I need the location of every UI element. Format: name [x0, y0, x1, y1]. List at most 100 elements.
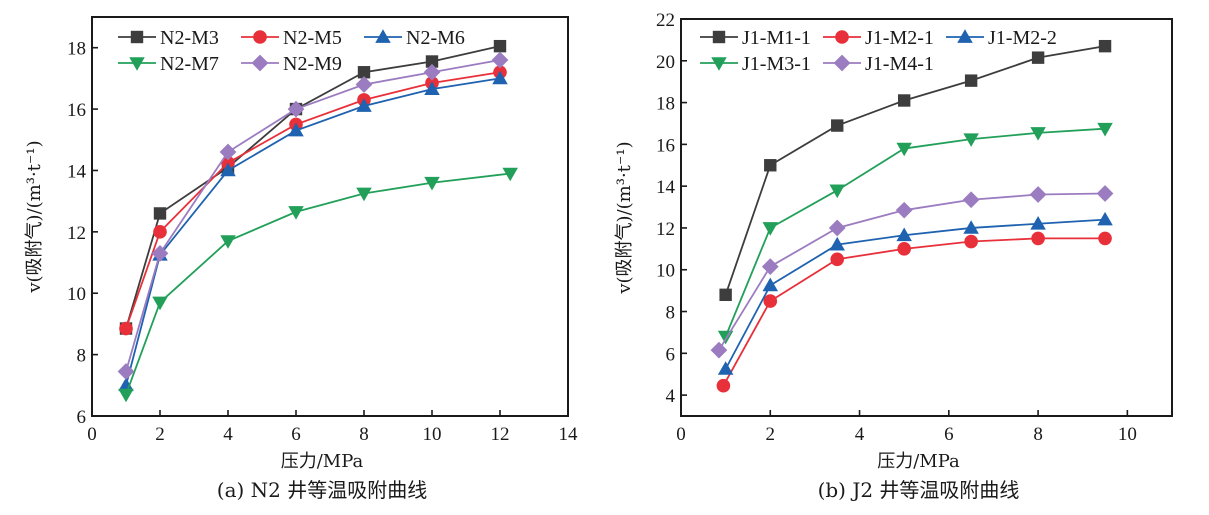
data-point	[963, 133, 979, 147]
data-point	[355, 76, 373, 93]
y-tick-label: 10	[67, 284, 86, 305]
legend-label: J1-M2-1	[865, 27, 934, 49]
data-point	[153, 225, 167, 239]
y-tick-label: 14	[67, 161, 87, 182]
data-point	[219, 143, 237, 161]
x-tick-label: 0	[676, 424, 686, 445]
x-tick-label: 2	[766, 424, 776, 445]
data-point	[492, 70, 508, 85]
legend-item: J1-M3-1	[700, 53, 811, 75]
legend-label: J1-M2-2	[988, 27, 1057, 49]
data-point	[964, 234, 978, 249]
legend-item: J1-M4-1	[823, 53, 934, 75]
data-point	[831, 119, 844, 132]
data-point	[117, 363, 135, 380]
legend-marker	[835, 30, 849, 44]
y-tick-label: 4	[666, 386, 676, 407]
y-tick-label: 6	[77, 407, 87, 428]
data-point	[962, 191, 980, 209]
data-point	[764, 159, 777, 172]
data-point	[761, 258, 779, 275]
y-tick-label: 8	[666, 303, 676, 324]
data-point	[287, 100, 305, 118]
y-tick-label: 18	[67, 39, 86, 60]
data-point	[424, 176, 440, 191]
series-line	[718, 192, 1106, 351]
data-point	[763, 294, 778, 308]
data-point	[829, 184, 845, 199]
data-point	[220, 235, 236, 249]
series-j1-m4-1	[710, 185, 1114, 359]
chart-panel-b: 0 2 4 6 8 10 4 6 8 10 12 14 16 18 20 22 压力/MPa v(吸附气)/(m³…	[614, 10, 1173, 502]
y-tick-label: 20	[656, 52, 675, 73]
data-point	[357, 66, 371, 79]
series-n2-m9	[117, 51, 509, 380]
series-n2-m7	[118, 167, 518, 403]
x-tick-label: 4	[855, 424, 865, 445]
data-point	[153, 207, 167, 220]
data-point	[502, 167, 518, 182]
x-tick-label: 14	[559, 424, 579, 445]
data-point	[493, 39, 507, 53]
data-point	[1030, 127, 1046, 141]
data-point	[1029, 186, 1047, 203]
legend-label: J1-M4-1	[865, 53, 934, 75]
data-point	[356, 98, 372, 112]
data-point	[1096, 185, 1114, 202]
y-tick-label: 6	[666, 344, 676, 365]
y-axis-title: v(吸附气)/(m³·t⁻¹)	[24, 140, 45, 293]
x-tick-label: 4	[223, 424, 233, 445]
series-line	[724, 45, 1106, 296]
x-tick-label: 0	[87, 424, 97, 445]
data-point	[716, 378, 731, 393]
data-point	[963, 220, 979, 234]
legend-marker	[833, 54, 851, 72]
data-point	[423, 63, 441, 81]
x-tick-label: 8	[1033, 424, 1043, 445]
series-j1-m1-1	[719, 39, 1112, 302]
legend-item: J1-M2-1	[823, 27, 934, 49]
y-tick-label: 16	[67, 100, 86, 121]
data-point	[152, 296, 168, 311]
series-line	[724, 127, 1106, 337]
y-tick-label: 22	[656, 10, 675, 31]
legend-marker	[375, 29, 391, 43]
data-point	[119, 321, 133, 336]
legend-marker	[712, 30, 726, 44]
legend-label: J1-M1-1	[742, 27, 811, 49]
data-point	[897, 242, 911, 256]
figure-caption: (a) N2 井等温吸附曲线	[217, 478, 427, 502]
plot-frame	[91, 16, 569, 417]
series-line	[125, 45, 501, 329]
legend-item: N2-M3	[118, 27, 219, 49]
legend-label: N2-M5	[283, 27, 342, 49]
series-line	[125, 59, 501, 372]
data-point	[118, 377, 134, 392]
figure-caption: (b) J2 井等温吸附曲线	[818, 478, 1020, 502]
data-point	[288, 122, 304, 137]
legend: N2-M3 N2-M5 N2-M6 N2-M7 N2-M9	[118, 27, 465, 75]
data-point	[964, 74, 978, 87]
legend-item: J1-M1-1	[700, 27, 811, 49]
legend-item: N2-M7	[118, 53, 219, 75]
data-point	[491, 51, 509, 69]
y-tick-label: 16	[656, 135, 675, 156]
y-tick-label: 12	[67, 223, 86, 244]
data-point	[897, 94, 911, 107]
data-point	[425, 55, 439, 68]
legend-marker	[711, 57, 727, 71]
data-point	[1097, 211, 1113, 226]
data-point	[717, 361, 734, 375]
legend-marker	[251, 54, 269, 72]
data-point	[424, 81, 440, 95]
x-axis-title: 压力/MPa	[281, 451, 364, 472]
y-tick-label: 10	[656, 261, 675, 282]
legend-item: N2-M6	[364, 27, 465, 49]
data-point	[762, 222, 779, 236]
data-point	[895, 201, 913, 219]
legend-label: N2-M9	[283, 53, 342, 75]
series-line	[125, 77, 501, 386]
series-j1-m2-1	[716, 231, 1112, 393]
chart-panel-a: 0 2 4 6 8 10 12 14 6 8 10 12 14 16 18 压力/MPa v(吸附气)/(m³·…	[24, 16, 579, 502]
legend-marker	[957, 29, 973, 43]
